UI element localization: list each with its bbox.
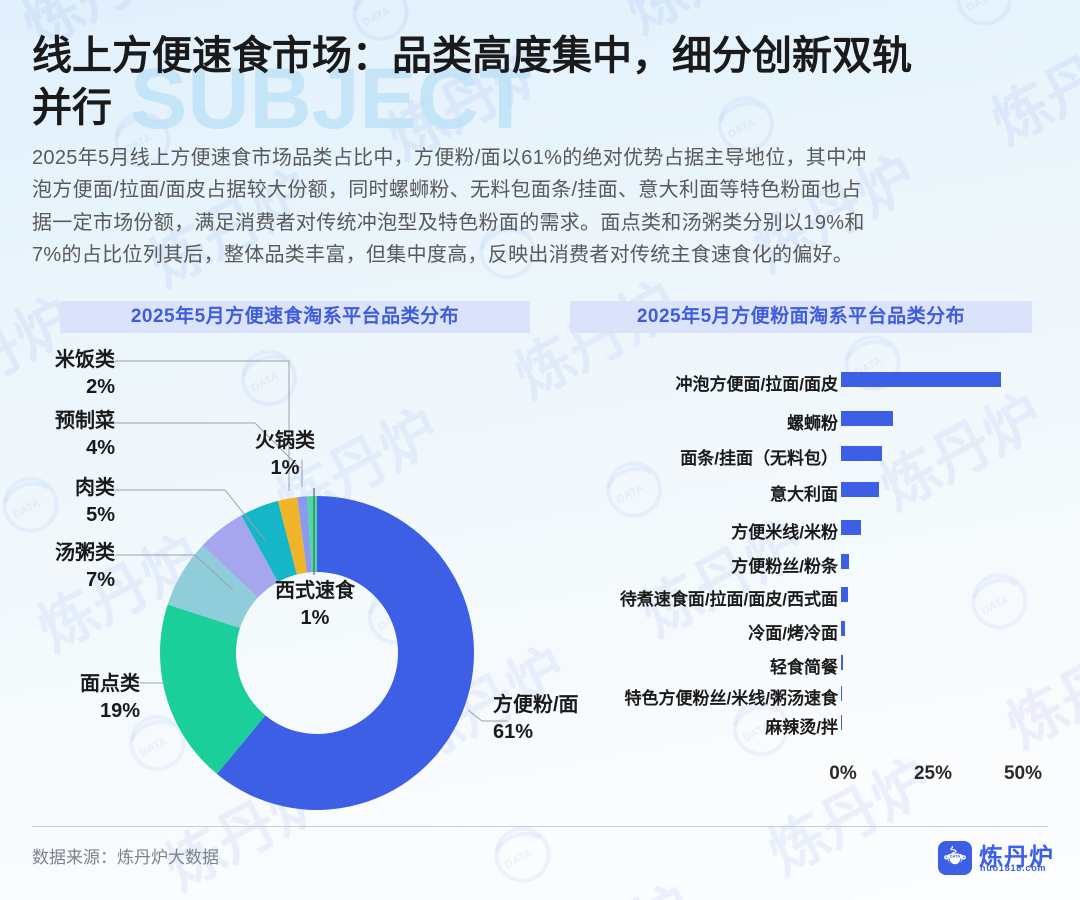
svg-text:DATA: DATA [950,854,961,859]
